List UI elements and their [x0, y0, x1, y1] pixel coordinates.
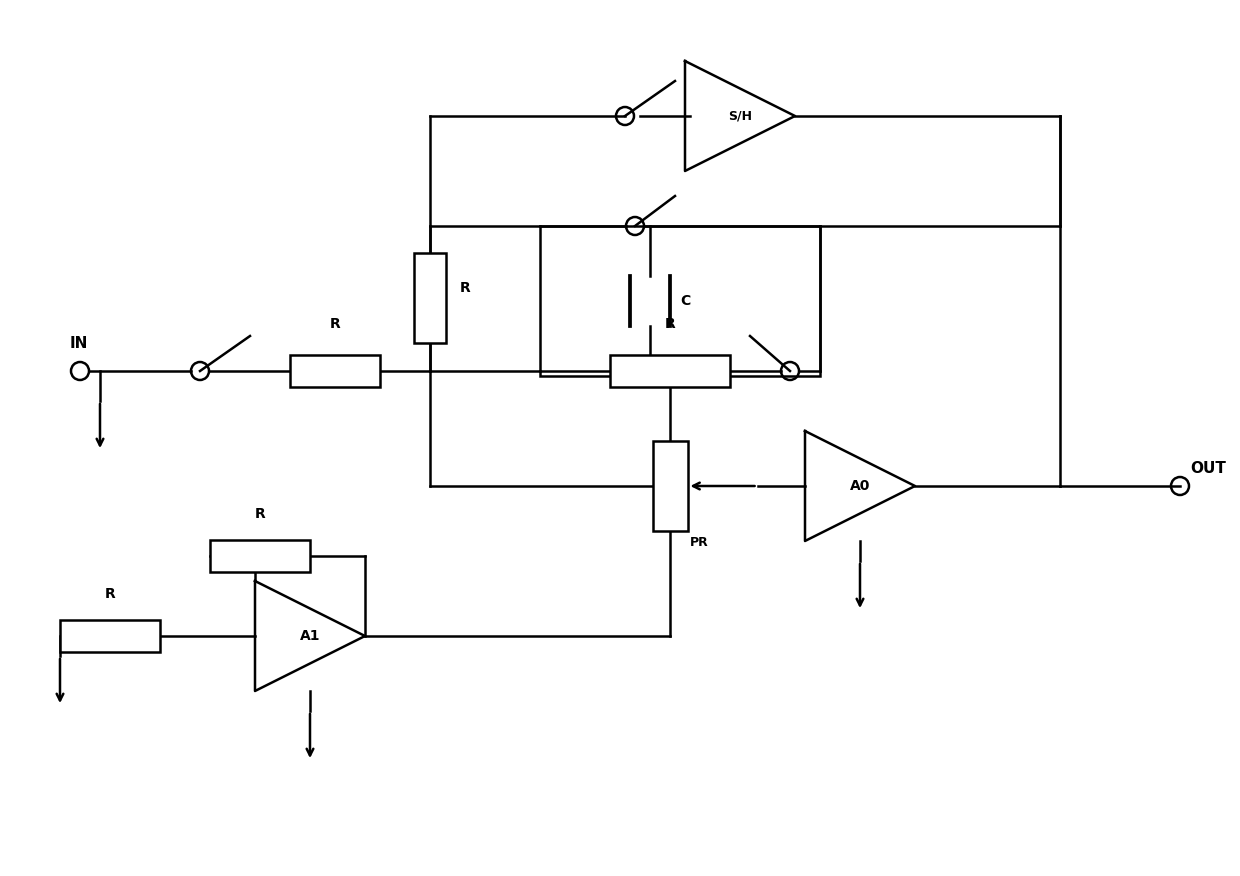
Text: R: R — [330, 317, 340, 331]
Text: R: R — [665, 317, 676, 331]
Text: A1: A1 — [300, 629, 320, 643]
Bar — [539, 226, 820, 376]
Text: R: R — [254, 507, 265, 521]
Bar — [414, 253, 446, 343]
Text: A0: A0 — [849, 479, 870, 493]
Bar — [610, 355, 730, 387]
Text: OUT: OUT — [1190, 461, 1226, 476]
Text: IN: IN — [69, 336, 88, 351]
Bar — [290, 355, 379, 387]
Text: PR: PR — [689, 536, 709, 549]
Bar — [60, 620, 160, 652]
Bar — [210, 540, 310, 572]
Text: C: C — [680, 294, 691, 308]
Text: R: R — [104, 587, 115, 601]
Text: S/H: S/H — [728, 110, 751, 123]
Text: R: R — [460, 281, 471, 295]
Bar — [652, 441, 687, 531]
